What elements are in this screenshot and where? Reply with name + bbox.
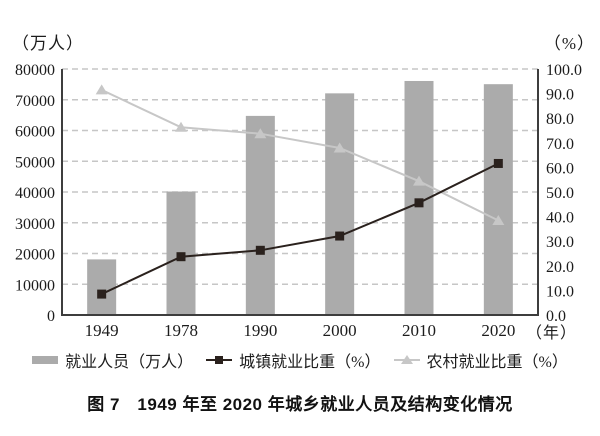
right-axis-tick-50.0: 50.0 <box>546 185 574 202</box>
urban-marker-1978 <box>176 252 186 262</box>
right-axis-tick-30.0: 30.0 <box>546 234 574 251</box>
x-axis-unit-label: （年） <box>526 325 578 342</box>
urban-marker-1949 <box>97 289 107 299</box>
right-axis-tick-20.0: 20.0 <box>546 259 574 276</box>
legend-item-urban-share: 城镇就业比重（%） <box>206 348 381 372</box>
line-triangle-icon <box>393 354 420 366</box>
triangle-marker-icon <box>400 355 413 364</box>
left-axis-tick-80000: 80000 <box>15 62 55 79</box>
chart-legend: 就业人员（万人） 城镇就业比重（%） 农村就业比重（%） <box>0 348 600 372</box>
right-axis-tick-40.0: 40.0 <box>546 210 574 227</box>
legend-label-rural-share: 农村就业比重（%） <box>426 354 568 371</box>
urban-marker-2000 <box>335 231 345 241</box>
x-axis-label-2000: 2000 <box>323 321 357 340</box>
legend-item-employment: 就业人员（万人） <box>32 348 193 372</box>
x-axis-label-1990: 1990 <box>243 321 277 340</box>
legend-label-employment: 就业人员（万人） <box>65 354 194 371</box>
legend-item-rural-share: 农村就业比重（%） <box>393 348 568 372</box>
rural-marker-2000 <box>333 142 346 153</box>
x-axis-label-1978: 1978 <box>164 321 198 340</box>
left-axis-tick-0: 0 <box>47 308 55 325</box>
bar-2000 <box>325 93 355 315</box>
rural-marker-2010 <box>413 175 425 186</box>
left-axis-tick-10000: 10000 <box>15 277 55 294</box>
square-marker-icon <box>215 356 224 364</box>
rural-marker-1990 <box>254 128 267 139</box>
figure-caption: 图 7 1949 年至 2020 年城乡就业人员及结构变化情况 <box>87 395 513 414</box>
right-axis-tick-100.0: 100.0 <box>546 62 582 79</box>
x-axis-label-2010: 2010 <box>402 321 436 340</box>
legend-label-urban-share: 城镇就业比重（%） <box>239 354 381 371</box>
right-axis-tick-80.0: 80.0 <box>546 111 574 128</box>
right-axis-tick-0.0: 0.0 <box>546 308 566 325</box>
left-axis-tick-30000: 30000 <box>15 216 55 233</box>
left-axis-tick-40000: 40000 <box>15 185 55 202</box>
rural-marker-1949 <box>95 84 108 95</box>
line-square-icon <box>206 354 233 366</box>
x-axis-label-1949: 1949 <box>85 321 119 340</box>
chart-plot-area: 0 10000 20000 30000 40000 50000 60000 70000 8000… <box>15 62 582 340</box>
right-axis-tick-90.0: 90.0 <box>546 87 574 104</box>
right-axis-unit-label: （%） <box>543 34 595 53</box>
left-axis-tick-60000: 60000 <box>15 124 55 141</box>
left-axis-tick-70000: 70000 <box>15 93 55 110</box>
rural-line <box>101 89 499 222</box>
bar-2020 <box>483 84 513 316</box>
rural-marker-2020 <box>492 215 505 226</box>
urban-marker-1990 <box>255 245 265 255</box>
urban-marker-2020 <box>493 158 503 168</box>
right-axis-tick-70.0: 70.0 <box>546 136 574 153</box>
bar-swatch-icon <box>32 356 59 364</box>
left-axis-tick-20000: 20000 <box>15 247 55 264</box>
bar-1949 <box>87 259 117 315</box>
left-axis-tick-50000: 50000 <box>15 154 55 171</box>
bar-1990 <box>245 115 275 316</box>
left-axis-unit-label: （万人） <box>12 34 84 53</box>
right-axis-tick-60.0: 60.0 <box>546 160 574 177</box>
urban-marker-2010 <box>414 198 424 208</box>
rural-marker-1978 <box>175 121 187 132</box>
right-axis-tick-10.0: 10.0 <box>546 283 574 300</box>
urban-line <box>101 162 499 295</box>
x-axis-label-2020: 2020 <box>481 321 515 340</box>
